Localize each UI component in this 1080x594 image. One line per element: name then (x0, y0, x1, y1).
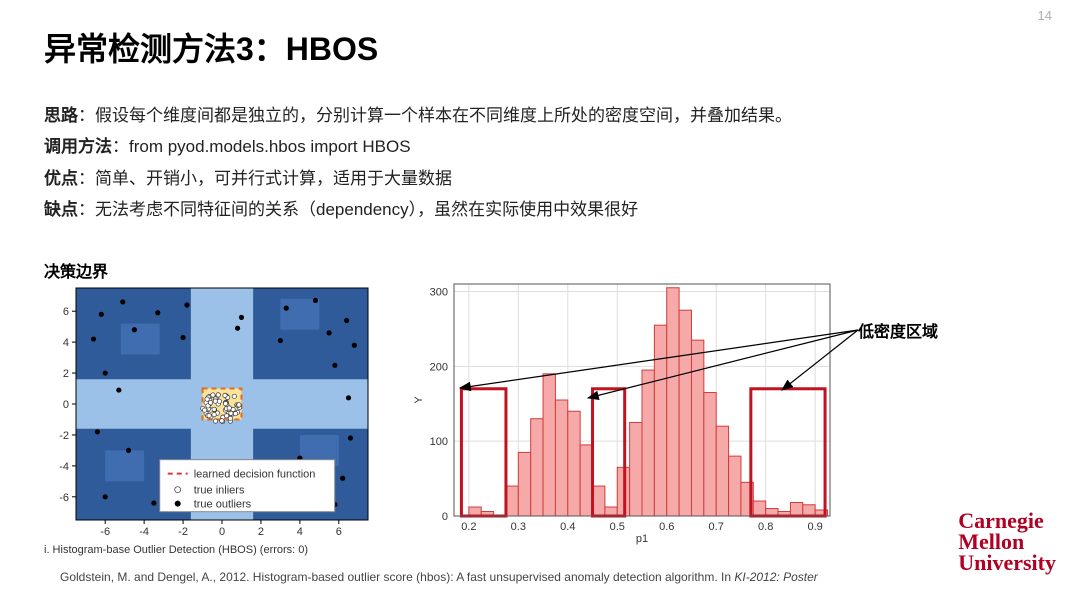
svg-text:-6: -6 (100, 526, 110, 538)
svg-text:4: 4 (63, 337, 69, 349)
svg-text:0.9: 0.9 (808, 521, 823, 533)
svg-text:0: 0 (63, 399, 69, 411)
svg-text:6: 6 (336, 526, 342, 538)
line3-label: 优点 (44, 169, 78, 188)
svg-text:-6: -6 (59, 492, 69, 504)
svg-text:0.3: 0.3 (511, 521, 526, 533)
line1-label: 思路 (44, 106, 78, 125)
svg-text:2: 2 (258, 526, 264, 538)
svg-text:2: 2 (63, 368, 69, 380)
svg-text:4: 4 (297, 526, 303, 538)
svg-text:100: 100 (430, 436, 448, 448)
svg-text:-4: -4 (59, 461, 69, 473)
histogram-figure: 0.2 0.3 0.4 0.5 0.6 0.7 0.8 0.9 0 100 200 300 p1 Y (410, 276, 840, 546)
low-density-label: 低密度区域 (858, 318, 938, 342)
line2-label: 调用方法 (44, 137, 112, 156)
svg-text:Y: Y (413, 396, 425, 404)
svg-text:200: 200 (430, 361, 448, 373)
svg-text:0.7: 0.7 (709, 521, 724, 533)
svg-text:-2: -2 (59, 430, 69, 442)
figure-left-caption: i. Histogram-base Outlier Detection (HBO… (44, 544, 374, 556)
svg-text:-2: -2 (178, 526, 188, 538)
svg-text:true outliers: true outliers (194, 499, 252, 511)
citation-text: Goldstein, M. and Dengel, A., 2012. Hist… (60, 570, 734, 584)
line3-text: ：简单、开销小，可并行式计算，适用于大量数据 (78, 169, 452, 188)
page-number: 14 (1038, 8, 1052, 23)
line4-label: 缺点 (44, 200, 78, 219)
body-text: 思路：假设每个维度间都是独立的，分别计算一个样本在不同维度上所处的密度空间，并叠… (44, 100, 1036, 226)
decision-boundary-heading: 决策边界 (44, 258, 108, 282)
svg-text:true inliers: true inliers (194, 485, 245, 497)
svg-text:p1: p1 (636, 533, 648, 545)
svg-text:0.4: 0.4 (560, 521, 575, 533)
svg-text:0.5: 0.5 (610, 521, 625, 533)
svg-text:0: 0 (442, 511, 448, 523)
line4-text: ：无法考虑不同特征间的关系（dependency），虽然在实际使用中效果很好 (78, 200, 638, 219)
svg-text:0: 0 (219, 526, 225, 538)
cmu-logo: Carnegie Mellon University (958, 511, 1056, 574)
svg-text:0.8: 0.8 (758, 521, 773, 533)
slide-title: 异常检测方法3：HBOS (44, 24, 378, 70)
svg-text:0.6: 0.6 (659, 521, 674, 533)
logo-line3: University (958, 553, 1056, 574)
svg-text:learned decision function: learned decision function (194, 469, 316, 481)
line2-text: ：from pyod.models.hbos import HBOS (112, 137, 411, 156)
svg-text:300: 300 (430, 286, 448, 298)
svg-text:-4: -4 (139, 526, 149, 538)
citation: Goldstein, M. and Dengel, A., 2012. Hist… (60, 570, 900, 584)
decision-boundary-figure: -6 -4 -2 0 2 4 6 -6 -4 -2 0 2 4 6 learned decision fun… (44, 282, 374, 556)
decision-boundary-svg: -6 -4 -2 0 2 4 6 -6 -4 -2 0 2 4 6 learned decision fun… (44, 282, 374, 542)
svg-text:6: 6 (63, 306, 69, 318)
histogram-svg: 0.2 0.3 0.4 0.5 0.6 0.7 0.8 0.9 0 100 200 300 p1 Y (410, 276, 840, 546)
citation-italic: KI-2012: Poster (734, 570, 817, 584)
svg-text:0.2: 0.2 (461, 521, 476, 533)
line1-text: ：假设每个维度间都是独立的，分别计算一个样本在不同维度上所处的密度空间，并叠加结… (78, 106, 792, 125)
